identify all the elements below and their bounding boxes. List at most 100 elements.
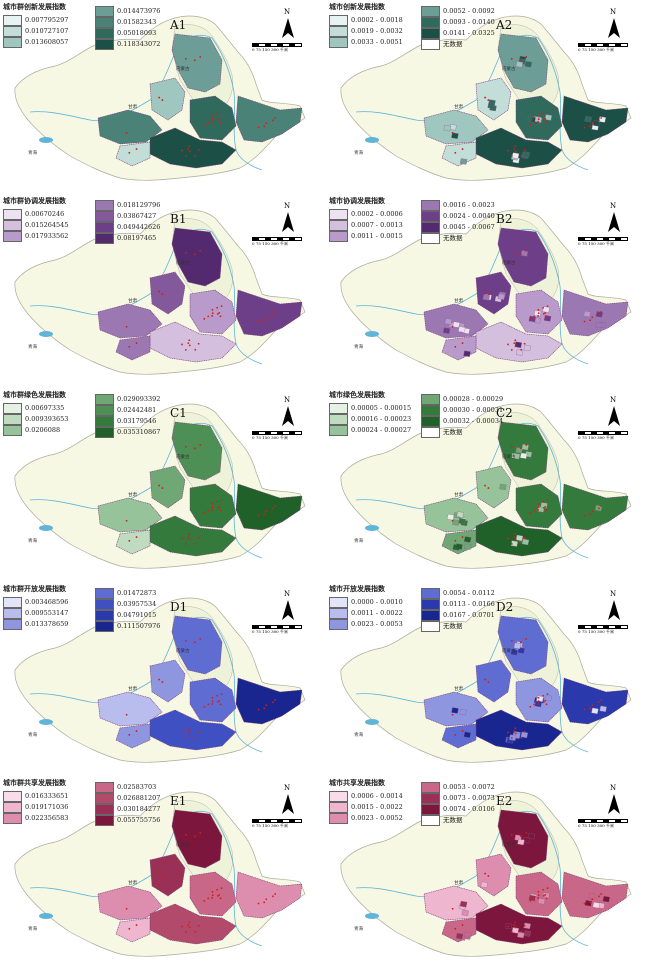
city-point (219, 315, 222, 318)
legend-label: 0.0113 - 0.0166 (443, 600, 495, 609)
north-label: N (610, 8, 617, 16)
city-point (125, 907, 128, 910)
city-unit (517, 647, 525, 654)
city-point (220, 693, 223, 696)
north-label: N (610, 784, 617, 792)
city-point (184, 155, 187, 157)
map-canvas (340, 403, 632, 569)
legend-label: 0.035310867 (117, 428, 161, 437)
legend-label: 0.009393653 (25, 415, 69, 424)
city-point (184, 251, 187, 254)
legend-swatch (95, 6, 114, 17)
city-point (128, 151, 131, 154)
city-point (598, 507, 600, 510)
city-unit (459, 709, 467, 716)
city-point (525, 832, 528, 834)
city-point (220, 499, 223, 502)
central-shanxi-region (561, 677, 629, 725)
legend-swatch (3, 26, 22, 37)
city-point (194, 154, 197, 157)
legend-item: 无数据 (421, 233, 463, 244)
city-point (161, 487, 164, 489)
map-canvas (340, 15, 632, 181)
city-point (537, 121, 540, 123)
legend-item: 0.0019 - 0.0032 (329, 26, 403, 37)
city-point (513, 148, 516, 151)
place-label-neimeng: 内蒙古 (502, 67, 516, 72)
city-point (583, 126, 586, 129)
city-point (216, 500, 219, 503)
legend-item: 0.055755756 (95, 815, 160, 826)
legend-item: 0.0024 - 0.0040 (421, 211, 495, 222)
city-point (544, 311, 547, 314)
city-point (203, 705, 206, 708)
city-point (125, 131, 128, 134)
legend-swatch (95, 39, 114, 50)
city-point (514, 145, 517, 148)
city-point (461, 924, 464, 926)
city-point (193, 253, 196, 256)
legend-swatch (3, 425, 22, 436)
city-point (188, 145, 191, 148)
central-shanxi-region (235, 483, 303, 531)
legend-swatch (3, 231, 22, 242)
place-label-qinghai: 青海 (354, 345, 363, 350)
legend-label: 0.0141 - 0.0325 (443, 29, 495, 38)
city-point (520, 154, 523, 157)
legend-swatch (421, 17, 440, 28)
place-label-neimeng: 内蒙古 (176, 455, 190, 460)
city-unit (456, 511, 464, 518)
legend-swatch (329, 37, 348, 48)
city-point (514, 150, 517, 153)
scale-bar: 0 75 150 300 千米 (252, 819, 302, 829)
map-panel-d1: 城市群开放发展指数 0.003468596 0.009553147 0.0133786… (0, 582, 320, 772)
north-label: N (284, 396, 291, 404)
city-point (218, 699, 221, 702)
city-unit (583, 310, 591, 318)
city-point (216, 894, 219, 897)
city-unit (455, 932, 464, 940)
city-point (257, 320, 260, 323)
legend-swatch (3, 414, 22, 425)
qinghai-lake (365, 137, 379, 143)
panel-label: B2 (496, 212, 513, 226)
city-point (545, 509, 548, 512)
legend-label: 0.0023 - 0.0053 (351, 620, 403, 629)
city-point (197, 536, 200, 539)
city-point (513, 924, 516, 927)
city-point (187, 148, 190, 151)
city-point (197, 148, 200, 151)
legend-item: 0.010727107 (3, 26, 68, 37)
north-arrow-icon: N (278, 590, 298, 624)
legend-swatch (421, 416, 440, 427)
city-point (181, 925, 183, 928)
legend-item: 0.0206088 (3, 425, 60, 436)
guanzhong-region (475, 127, 563, 169)
city-point (211, 894, 214, 897)
scale-bar: 0 75 150 300 千米 (252, 431, 302, 441)
legend-item: 0.118343072 (95, 39, 160, 50)
city-point (542, 312, 545, 315)
legend-swatch (329, 220, 348, 231)
city-point (203, 899, 206, 902)
scale-label: 0 75 150 300 千米 (578, 629, 614, 634)
city-point (537, 506, 540, 509)
city-point (263, 319, 266, 322)
legend-swatch (3, 403, 22, 414)
city-point (220, 111, 223, 114)
legend-item: 0.018129796 (95, 200, 160, 211)
city-point (537, 118, 540, 121)
city-point (272, 313, 274, 316)
legend-label: 0.0024 - 0.0040 (443, 212, 495, 221)
qinghai-lake (39, 331, 53, 337)
city-point (454, 733, 457, 736)
city-point (533, 509, 536, 512)
scale-bar-graphic (252, 431, 302, 435)
legend-label: 0.05018093 (117, 29, 157, 38)
legend-label: 0.00670246 (25, 210, 65, 219)
legend-label: 0.0011 - 0.0022 (351, 609, 403, 618)
city-point (523, 148, 526, 151)
place-label-qinghai: 青海 (28, 539, 37, 544)
legend-swatch (329, 26, 348, 37)
guanzhong-region (149, 515, 237, 557)
